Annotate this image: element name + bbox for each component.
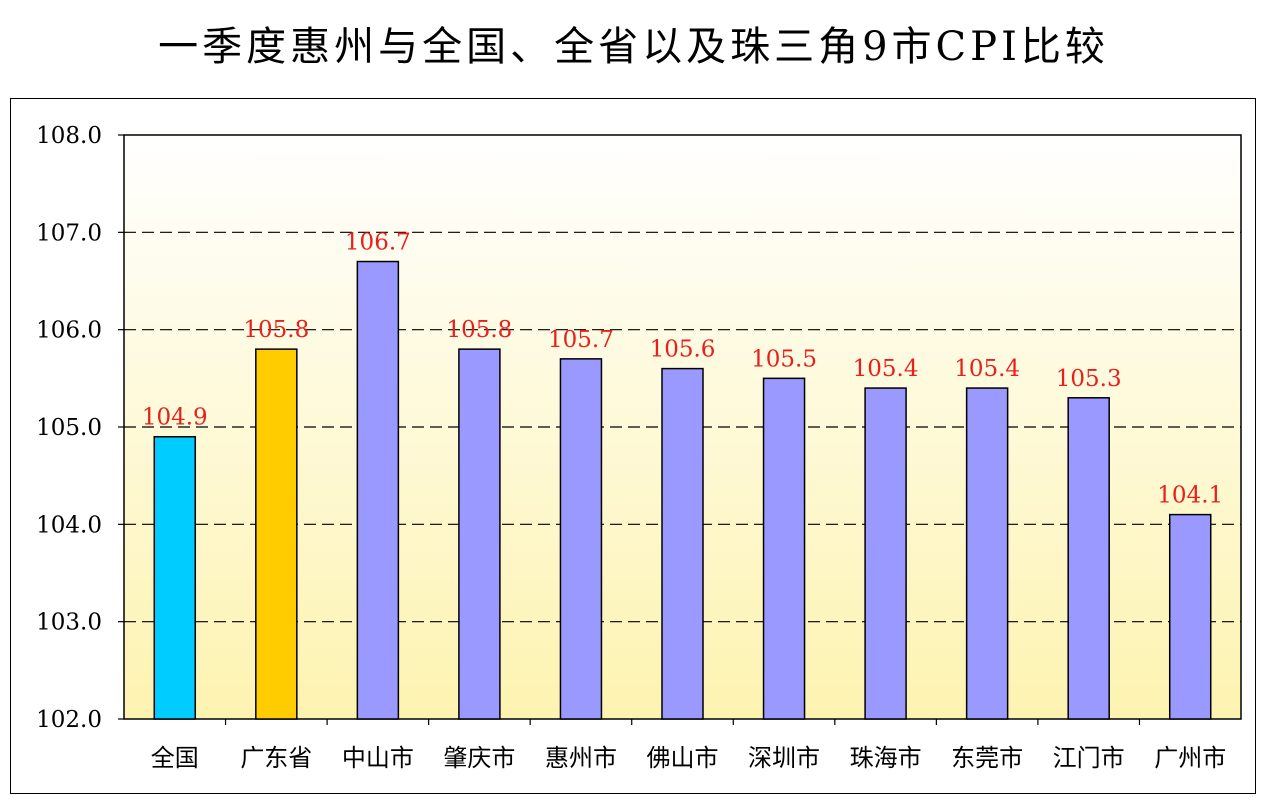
data-label: 105.8 — [446, 317, 512, 343]
category-label: 广东省 — [240, 744, 312, 772]
bar — [762, 377, 806, 720]
category-label: 肇庆市 — [443, 744, 515, 772]
data-label: 105.8 — [243, 317, 309, 343]
data-label: 105.4 — [954, 356, 1020, 382]
category-label: 江门市 — [1053, 744, 1125, 772]
data-label: 106.7 — [345, 230, 411, 256]
category-label: 惠州市 — [545, 744, 617, 772]
y-tick-label: 107.0 — [36, 220, 102, 246]
y-tick-label: 104.0 — [36, 512, 102, 538]
bar — [458, 348, 501, 720]
data-label: 104.9 — [142, 405, 208, 431]
bar — [255, 348, 298, 720]
bar — [1067, 397, 1110, 720]
category-label: 中山市 — [342, 744, 414, 772]
category-label: 东莞市 — [951, 744, 1023, 772]
category-label: 佛山市 — [647, 744, 719, 772]
bar — [1168, 513, 1212, 720]
x-axis-categories: 全国 广东省 中山市 肇庆市 惠州市 佛山市 深圳市 珠海市 东莞市 江门市 广州市 — [151, 719, 1226, 772]
y-tick-label: 108.0 — [36, 123, 102, 149]
category-label: 广州市 — [1154, 744, 1226, 772]
y-axis-ticks: 102.0 103.0 104.0 105.0 106.0 107.0 108.0 — [36, 123, 102, 733]
category-label: 珠海市 — [850, 744, 922, 772]
chart-title: 一季度惠州与全国、全省以及珠三角9市CPI比较 — [158, 24, 1109, 70]
bar — [559, 358, 603, 720]
bar — [965, 387, 1009, 720]
y-tick-label: 103.0 — [36, 610, 102, 636]
data-labels: 104.9 105.8 106.7 105.8 105.7 105.6 105.5 105.4… — [142, 230, 1223, 509]
y-tick-label: 106.0 — [36, 318, 102, 344]
bars — [153, 260, 1212, 720]
bar — [153, 435, 197, 720]
y-tick-label: 105.0 — [36, 415, 102, 441]
category-label: 深圳市 — [748, 744, 820, 772]
bar — [661, 367, 704, 720]
bar — [864, 387, 907, 720]
data-label: 104.1 — [1157, 483, 1223, 509]
category-label: 全国 — [151, 744, 199, 772]
data-label: 105.6 — [650, 337, 716, 363]
data-label: 105.5 — [751, 346, 817, 372]
data-label: 105.4 — [853, 356, 919, 382]
data-label: 105.7 — [548, 327, 614, 353]
bar — [356, 260, 400, 720]
y-tick-label: 102.0 — [36, 707, 102, 733]
data-label: 105.3 — [1056, 366, 1122, 392]
